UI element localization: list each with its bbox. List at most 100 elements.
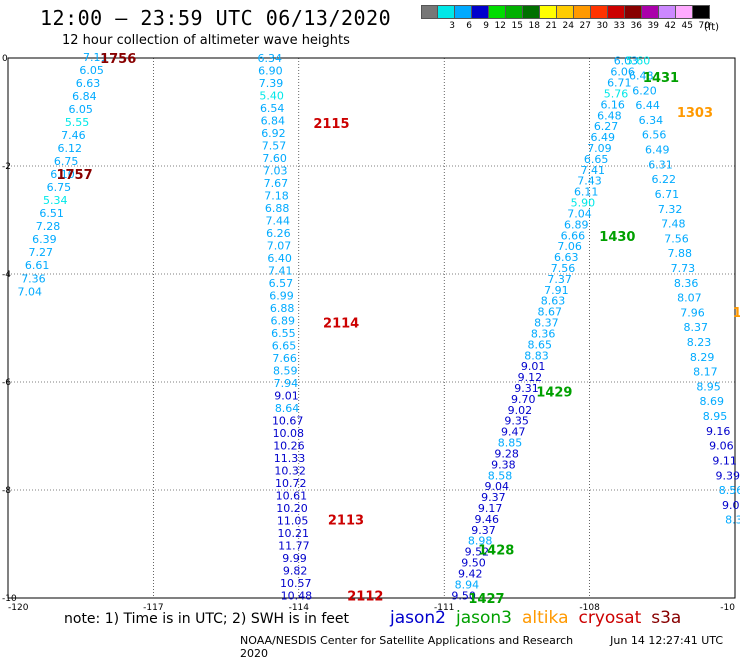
wave-height-label: 6.44 [635, 99, 660, 112]
wave-height-label: 7.56 [664, 232, 689, 245]
wave-height-label: 6.63 [76, 77, 101, 90]
wave-height-label: 8.64 [275, 402, 300, 415]
wave-height-label: 10.21 [278, 527, 310, 540]
wave-height-label: 6.65 [584, 153, 609, 166]
y-tick-label: -10 [2, 594, 17, 604]
wave-height-label: 6.40 [267, 252, 292, 265]
chart-title: 12:00 – 23:59 UTC 06/13/2020 [40, 6, 392, 30]
wave-height-label: 6.99 [269, 289, 294, 302]
wave-height-label: 8.94 [455, 578, 480, 591]
wave-height-label: 7.41 [581, 164, 606, 177]
x-tick-label: -108 [579, 603, 600, 613]
wave-height-label: 6.71 [655, 188, 680, 201]
wave-height-label: 6.66 [561, 229, 586, 242]
x-tick-label: -117 [143, 603, 163, 613]
wave-height-label: 6.92 [261, 127, 286, 140]
pass-time-label: 1429 [536, 386, 572, 401]
wave-height-label: 6.27 [594, 120, 619, 133]
color-scale-label: 39 [647, 21, 659, 31]
color-scale-label: 70 [698, 21, 710, 31]
wave-height-label: 10.67 [272, 414, 304, 427]
color-scale-label: 33 [613, 21, 625, 31]
wave-height-label: 6.49 [645, 144, 670, 157]
wave-height-label: 10.57 [280, 577, 312, 590]
color-swatch [421, 5, 438, 19]
color-swatch [557, 5, 574, 19]
wave-height-label: 8.37 [684, 321, 709, 334]
color-swatch [625, 5, 642, 19]
wave-height-label: 8.83 [524, 349, 549, 362]
wave-height-label: 7.60 [262, 152, 287, 165]
satellite-legend: jason2 jason3 altika cryosat s3a [390, 608, 691, 628]
wave-height-label: 6.39 [32, 233, 57, 246]
color-swatch [693, 5, 710, 19]
wave-height-label: 6.89 [564, 218, 589, 231]
y-tick-label: -6 [2, 378, 11, 388]
color-scale-label: 42 [664, 21, 676, 31]
credit-text: NOAA/NESDIS Center for Satellite Applica… [240, 634, 574, 647]
wave-height-label: 6.51 [39, 207, 64, 220]
wave-height-label: 6.84 [72, 90, 97, 103]
wave-height-label: 6.63 [554, 251, 579, 264]
wave-height-label: 10.61 [276, 489, 308, 502]
wave-height-label: 6.65 [272, 339, 297, 352]
color-swatch [506, 5, 523, 19]
wave-height-label: 6.75 [47, 181, 72, 194]
wave-height-label: 6.55 [271, 327, 296, 340]
wave-height-label: 8.17 [693, 366, 718, 379]
wave-height-label: 5.34 [43, 194, 68, 207]
wave-height-label: 7.88 [667, 247, 692, 260]
wave-height-label: 9.12 [518, 371, 543, 384]
color-swatch [523, 5, 540, 19]
wave-height-label: 7.56 [551, 262, 576, 275]
pass-time-label: 1303 [677, 106, 713, 121]
wave-height-label: 5.90 [571, 197, 596, 210]
wave-height-label: 8.85 [498, 437, 523, 450]
pass-time-label: 1427 [468, 592, 504, 607]
wave-height-label: 6.61 [25, 259, 50, 272]
wave-height-label: 9.52 [465, 546, 490, 559]
wave-height-label: 6.49 [591, 131, 616, 144]
color-swatch [455, 5, 472, 19]
wave-height-label: 6.06 [610, 66, 635, 79]
x-tick-label: -111 [434, 603, 454, 613]
wave-height-label: 9.50 [451, 589, 476, 602]
legend-altika: altika [522, 608, 569, 628]
wave-height-label: 6.16 [600, 98, 625, 111]
wave-height-label: 8.29 [690, 351, 715, 364]
pass-time-label: 2114 [323, 317, 359, 332]
wave-height-label: 9.06 [709, 440, 734, 453]
wave-height-label: 7.37 [547, 273, 572, 286]
wave-height-label: 7.07 [267, 239, 292, 252]
wave-height-label: 7.67 [264, 177, 289, 190]
wave-height-label: 8.23 [687, 336, 712, 349]
plot-frame [7, 57, 736, 599]
wave-height-label: 7.46 [61, 129, 86, 142]
wave-height-label: 10.08 [273, 427, 305, 440]
wave-height-label: 6.12 [58, 142, 83, 155]
pass-time-label: 1430 [599, 230, 635, 245]
wave-height-label: 6.10 [50, 168, 75, 181]
y-tick-label: -2 [2, 162, 11, 172]
x-tick-label: -10 [720, 603, 735, 613]
wave-height-label: 6.03 [614, 55, 639, 68]
wave-height-label: 9.16 [706, 425, 731, 438]
wave-height-label: 6.90 [258, 64, 283, 77]
wave-height-label: 9.39 [716, 469, 740, 482]
wave-height-label: 6.57 [269, 277, 294, 290]
color-swatch [540, 5, 557, 19]
wave-height-label: 9.50 [461, 557, 486, 570]
color-scale-label: 18 [528, 21, 540, 31]
pass-time-label: 1756 [100, 52, 136, 67]
color-scale-label: 9 [483, 21, 489, 31]
wave-height-label: 7.28 [36, 220, 61, 233]
wave-height-label: 7.96 [680, 306, 705, 319]
pass-time-label: 1757 [56, 168, 92, 183]
wave-height-label: 8.37 [534, 317, 559, 330]
wave-height-label: 7.73 [671, 262, 696, 275]
color-swatch [438, 5, 455, 19]
wave-height-label: 8.95 [703, 410, 728, 423]
wave-height-label: 9.11 [712, 454, 737, 467]
wave-height-label: 7.04 [567, 207, 592, 220]
color-swatch [676, 5, 693, 19]
